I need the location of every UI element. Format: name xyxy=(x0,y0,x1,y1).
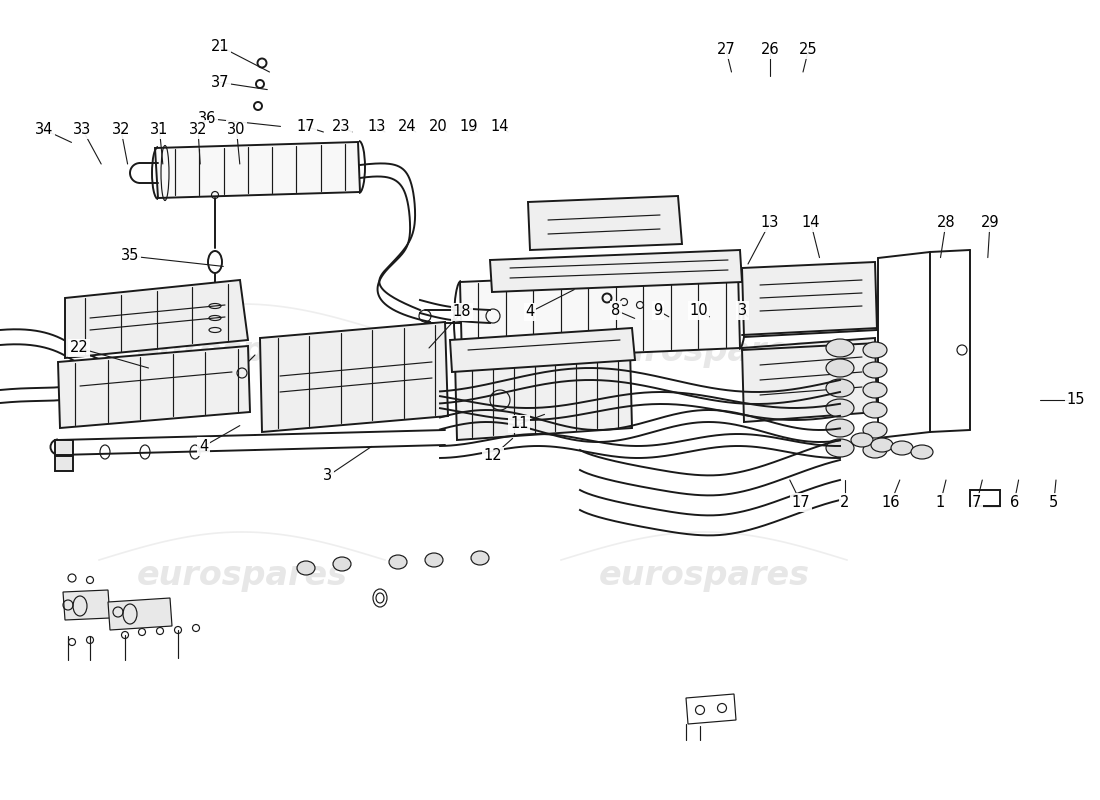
Polygon shape xyxy=(742,338,877,422)
Polygon shape xyxy=(65,280,248,358)
Text: 30: 30 xyxy=(228,122,245,137)
Text: 25: 25 xyxy=(800,42,817,57)
Text: 15: 15 xyxy=(1067,393,1085,407)
Text: 6: 6 xyxy=(1010,495,1019,510)
Text: 13: 13 xyxy=(761,215,779,230)
Text: 16: 16 xyxy=(882,495,900,510)
Polygon shape xyxy=(63,590,110,620)
Text: 27: 27 xyxy=(716,42,736,57)
Ellipse shape xyxy=(826,379,854,397)
Ellipse shape xyxy=(864,422,887,438)
Text: 11: 11 xyxy=(510,417,528,431)
Ellipse shape xyxy=(826,359,854,377)
Polygon shape xyxy=(460,270,740,360)
Text: 24: 24 xyxy=(398,119,416,134)
Ellipse shape xyxy=(333,557,351,571)
Text: 3: 3 xyxy=(323,469,332,483)
Text: 32: 32 xyxy=(112,122,130,137)
Text: eurospares: eurospares xyxy=(136,335,348,369)
Text: 3: 3 xyxy=(738,303,747,318)
Ellipse shape xyxy=(864,362,887,378)
Ellipse shape xyxy=(471,551,490,565)
Text: 20: 20 xyxy=(428,119,448,134)
Text: 1: 1 xyxy=(936,495,945,510)
Polygon shape xyxy=(450,328,635,372)
Text: 12: 12 xyxy=(484,449,502,463)
Text: 18: 18 xyxy=(453,305,471,319)
Polygon shape xyxy=(878,252,930,438)
Ellipse shape xyxy=(425,553,443,567)
Ellipse shape xyxy=(389,555,407,569)
Bar xyxy=(970,490,1000,506)
Text: 14: 14 xyxy=(491,119,508,134)
Text: 32: 32 xyxy=(189,122,207,137)
Text: eurospares: eurospares xyxy=(598,559,810,593)
Text: 22: 22 xyxy=(69,341,89,355)
Text: 9: 9 xyxy=(653,303,662,318)
Text: 33: 33 xyxy=(74,122,91,137)
Bar xyxy=(55,456,73,471)
Text: 8: 8 xyxy=(612,303,620,318)
Text: 17: 17 xyxy=(297,119,315,134)
Text: eurospares: eurospares xyxy=(136,559,348,593)
Ellipse shape xyxy=(911,445,933,459)
Ellipse shape xyxy=(826,439,854,457)
Text: 26: 26 xyxy=(761,42,779,57)
Text: eurospares: eurospares xyxy=(598,335,810,369)
Text: 4: 4 xyxy=(199,439,208,454)
Ellipse shape xyxy=(871,438,893,452)
Text: 23: 23 xyxy=(332,119,350,134)
Text: 7: 7 xyxy=(972,495,981,510)
Text: 13: 13 xyxy=(367,119,385,134)
Ellipse shape xyxy=(864,402,887,418)
Polygon shape xyxy=(455,348,632,440)
Ellipse shape xyxy=(851,433,873,447)
Text: 28: 28 xyxy=(937,215,955,230)
Ellipse shape xyxy=(826,399,854,417)
Text: 17: 17 xyxy=(792,495,810,510)
Ellipse shape xyxy=(297,561,315,575)
Text: 31: 31 xyxy=(151,122,168,137)
Text: 19: 19 xyxy=(460,119,477,134)
Text: 34: 34 xyxy=(35,122,53,137)
Text: 37: 37 xyxy=(211,75,229,90)
Polygon shape xyxy=(742,262,877,337)
Ellipse shape xyxy=(864,442,887,458)
Text: 36: 36 xyxy=(198,111,216,126)
Bar xyxy=(55,440,73,455)
Text: 4: 4 xyxy=(526,305,535,319)
Polygon shape xyxy=(528,196,682,250)
Polygon shape xyxy=(155,142,360,198)
Ellipse shape xyxy=(864,342,887,358)
Text: 10: 10 xyxy=(690,303,707,318)
Text: 14: 14 xyxy=(802,215,820,230)
Ellipse shape xyxy=(891,441,913,455)
Ellipse shape xyxy=(864,382,887,398)
Ellipse shape xyxy=(826,419,854,437)
Polygon shape xyxy=(58,346,250,428)
Text: 29: 29 xyxy=(981,215,999,230)
Text: 5: 5 xyxy=(1049,495,1058,510)
Polygon shape xyxy=(108,598,172,630)
Ellipse shape xyxy=(208,251,222,273)
Polygon shape xyxy=(686,694,736,724)
Text: 2: 2 xyxy=(840,495,849,510)
Polygon shape xyxy=(490,250,742,292)
Text: 35: 35 xyxy=(121,249,139,263)
Ellipse shape xyxy=(826,339,854,357)
Polygon shape xyxy=(260,322,448,432)
Text: 21: 21 xyxy=(211,39,229,54)
